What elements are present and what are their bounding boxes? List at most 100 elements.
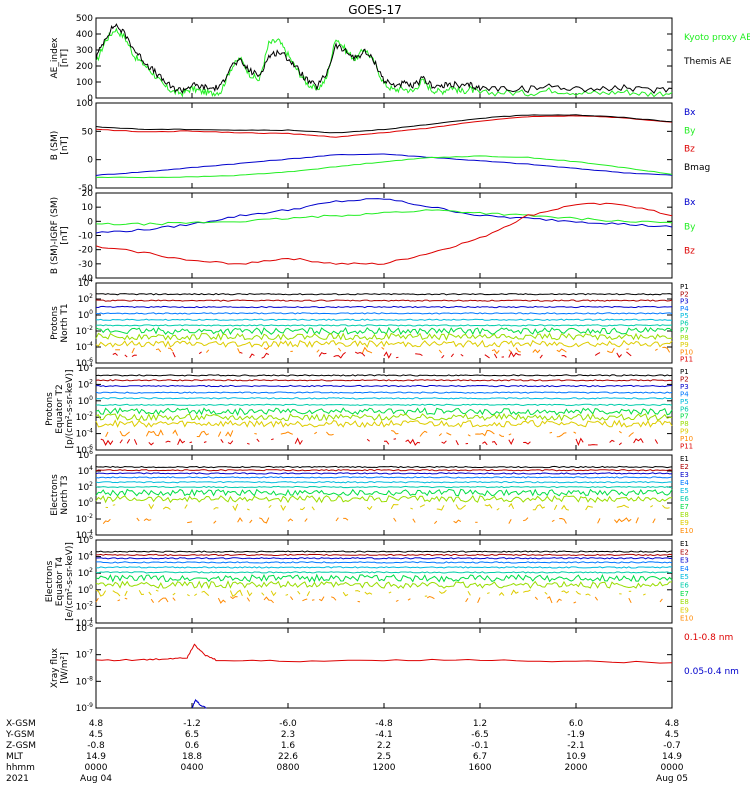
x-axis-row-label: Z-GSM (6, 741, 36, 751)
channel-label: E5 (680, 573, 689, 581)
channel-line-p11 (384, 441, 389, 444)
channel-line-p7 (96, 408, 672, 415)
channel-label: E10 (680, 527, 693, 535)
channel-line-p2 (96, 300, 672, 301)
x-axis-value: 4.8 (89, 719, 104, 729)
channel-line-e10 (319, 597, 324, 601)
channel-line-p11 (132, 355, 137, 357)
channel-line-e10 (509, 519, 511, 523)
channel-line-e7 (96, 575, 672, 582)
plot-title: GOES-17 (348, 3, 402, 17)
x-axis-value: 0.6 (185, 741, 200, 751)
channel-line-e10 (413, 519, 415, 523)
panel-frame (96, 193, 672, 278)
channel-line-e9 (497, 508, 499, 510)
channel-line-e10 (535, 597, 537, 600)
channel-line-e6 (96, 572, 672, 573)
channel-line-p11 (173, 352, 175, 357)
legend-label: Bmag (684, 163, 710, 173)
series-line-bmag (96, 115, 672, 133)
y-tick-label: 100 (76, 99, 93, 109)
channel-line-p11 (451, 354, 453, 357)
channel-line-e10 (557, 599, 562, 602)
channel-line-p11 (240, 352, 242, 353)
y-tick-label: 104 (78, 277, 93, 289)
channel-label: E6 (680, 495, 689, 503)
channel-line-e9 (298, 591, 300, 594)
channel-line-p11 (394, 439, 396, 440)
channel-line-e5 (96, 567, 672, 568)
channel-line-e9 (643, 594, 645, 595)
channel-line-p10 (439, 434, 441, 436)
y-axis-label: Xray flux (50, 647, 60, 688)
y-tick-label: 10-2 (76, 513, 94, 525)
channel-line-e9 (456, 505, 466, 510)
channel-line-e10 (629, 598, 631, 603)
channel-line-e6 (96, 486, 672, 487)
channel-line-e10 (636, 518, 638, 524)
y-tick-label: 10-8 (76, 675, 94, 687)
y-tick-label: 10-6 (76, 622, 94, 634)
channel-label: E2 (680, 463, 689, 471)
channel-label: E9 (680, 519, 689, 527)
y-tick-label: 102 (78, 378, 93, 390)
x-axis-value: -2.1 (567, 741, 585, 751)
channel-line-e9 (271, 591, 276, 596)
channel-line-e9 (156, 590, 158, 591)
channel-line-p10 (420, 431, 427, 436)
channel-line-p11 (634, 439, 644, 443)
channel-line-e10 (144, 519, 151, 521)
channel-line-p11 (228, 441, 233, 444)
channel-label: E3 (680, 557, 689, 565)
y-tick-label: 10-2 (76, 600, 94, 612)
channel-line-e10 (302, 599, 307, 601)
channel-line-e10 (653, 519, 655, 523)
channel-line-e9 (586, 506, 593, 510)
x-axis-value: 6.5 (185, 730, 199, 740)
y-tick-label: -30 (78, 260, 93, 270)
channel-line-p11 (166, 441, 171, 442)
channel-line-p11 (384, 352, 391, 357)
y-axis-label: [nT] (60, 226, 70, 244)
channel-line-p11 (415, 354, 422, 356)
channel-label: E7 (680, 590, 689, 598)
channel-line-p11 (204, 442, 206, 443)
channel-line-e3 (96, 473, 672, 474)
channel-line-p11 (617, 353, 622, 357)
channel-line-e9 (355, 591, 360, 592)
legend-label: Themis AE (683, 57, 732, 67)
channel-line-e3 (96, 558, 672, 559)
channel-line-e10 (466, 598, 468, 602)
channel-line-p10 (173, 430, 178, 435)
channel-line-e10 (218, 598, 225, 603)
channel-line-p10 (662, 347, 669, 352)
y-tick-label: 300 (76, 46, 93, 56)
y-axis-label: [p/(cm²-s-sr-keV)] (65, 370, 75, 449)
channel-line-e9 (576, 591, 581, 594)
channel-line-p11 (540, 355, 542, 358)
channel-line-e10 (574, 602, 576, 603)
y-tick-label: 400 (76, 30, 93, 40)
x-axis-value: 2000 (565, 763, 588, 773)
channel-line-e10 (408, 599, 410, 601)
channel-line-e9 (662, 505, 669, 508)
channel-line-p11 (149, 442, 154, 444)
channel-line-e9 (499, 593, 504, 596)
x-axis-value: -1.2 (183, 719, 201, 729)
x-axis-value: -0.7 (663, 741, 681, 751)
channel-line-p10 (557, 349, 567, 352)
channel-line-p11 (619, 443, 621, 445)
channel-line-e9 (173, 593, 175, 595)
channel-line-e9 (247, 590, 252, 595)
channel-line-p10 (607, 348, 614, 352)
channel-line-p10 (550, 432, 552, 433)
channel-label: E7 (680, 503, 689, 511)
channel-line-e2 (96, 554, 672, 555)
x-axis-value: -4.1 (375, 730, 393, 740)
channel-line-p10 (281, 432, 293, 434)
y-axis-label: B (SM)-IGRF (SM) (50, 197, 60, 274)
channel-line-p11 (250, 354, 255, 358)
